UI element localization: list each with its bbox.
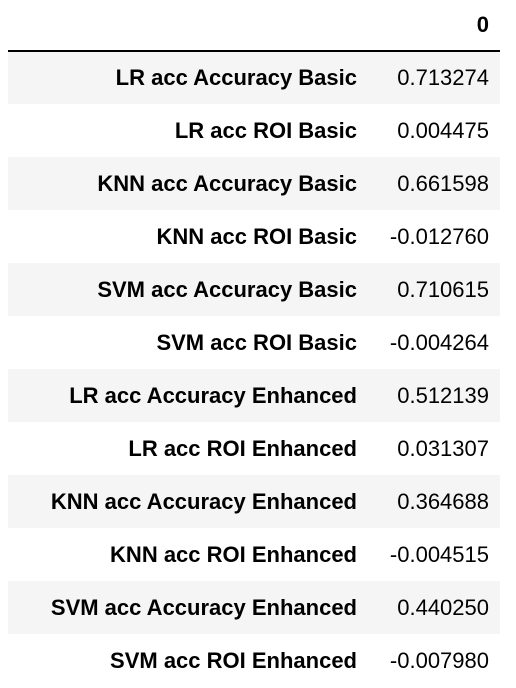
table-body: LR acc Accuracy Basic 0.713274 LR acc RO… (8, 51, 500, 687)
row-label: LR acc Accuracy Enhanced (69, 382, 357, 408)
row-label: KNN acc ROI Basic (156, 223, 357, 249)
table-row: LR acc Accuracy Basic 0.713274 (8, 51, 500, 104)
table-row: KNN acc Accuracy Enhanced 0.364688 (8, 475, 500, 528)
row-value: -0.004515 (389, 541, 489, 567)
table-row: SVM acc ROI Basic -0.004264 (8, 316, 500, 369)
row-value: -0.007980 (389, 647, 489, 673)
table-row: KNN acc ROI Basic -0.012760 (8, 210, 500, 263)
table-row: LR acc Accuracy Enhanced 0.512139 (8, 369, 500, 422)
row-value: 0.031307 (397, 435, 489, 461)
results-table: 0 LR acc Accuracy Basic 0.713274 LR acc … (8, 0, 500, 687)
column-header: 0 (379, 0, 500, 52)
table-row: LR acc ROI Basic 0.004475 (8, 104, 500, 157)
row-label: SVM acc Accuracy Basic (97, 276, 357, 302)
table-row: SVM acc ROI Enhanced -0.007980 (8, 634, 500, 687)
table-row: KNN acc ROI Enhanced -0.004515 (8, 528, 500, 581)
table-row: SVM acc Accuracy Enhanced 0.440250 (8, 581, 500, 634)
row-value: -0.012760 (389, 223, 489, 249)
table-header: 0 (8, 0, 500, 52)
row-label: LR acc ROI Enhanced (128, 435, 357, 461)
row-value: 0.661598 (397, 170, 489, 196)
row-value: 0.512139 (397, 382, 489, 408)
row-label: KNN acc Accuracy Enhanced (50, 488, 357, 514)
row-label: KNN acc ROI Enhanced (110, 541, 357, 567)
row-value: -0.004264 (389, 329, 489, 355)
header-row: 0 (8, 0, 500, 52)
row-label: SVM acc Accuracy Enhanced (50, 594, 357, 620)
row-value: 0.710615 (397, 276, 489, 302)
table-row: SVM acc Accuracy Basic 0.710615 (8, 263, 500, 316)
row-label: SVM acc ROI Enhanced (110, 647, 357, 673)
table-row: KNN acc Accuracy Basic 0.661598 (8, 157, 500, 210)
row-label: LR acc Accuracy Basic (115, 65, 357, 90)
row-label: SVM acc ROI Basic (156, 329, 357, 355)
row-label: KNN acc Accuracy Basic (97, 170, 357, 196)
row-value: 0.004475 (397, 117, 489, 143)
row-label: LR acc ROI Basic (174, 117, 357, 143)
table-row: LR acc ROI Enhanced 0.031307 (8, 422, 500, 475)
index-header-cell (8, 0, 379, 52)
row-value: 0.440250 (397, 594, 489, 620)
row-value: 0.364688 (397, 488, 489, 514)
row-value: 0.713274 (397, 65, 489, 90)
